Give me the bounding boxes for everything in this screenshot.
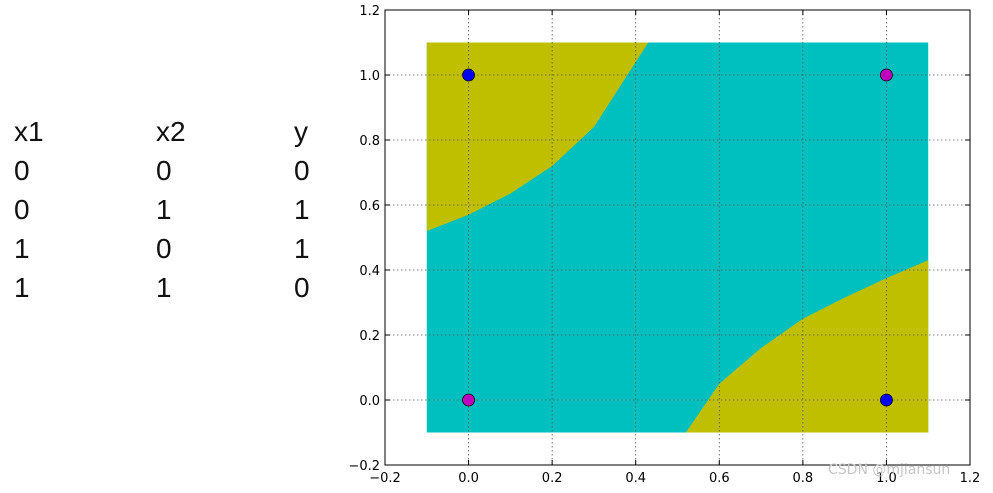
x-tick-label: −0.2 (369, 471, 401, 486)
y-tick-label: 0.4 (359, 264, 380, 279)
cell-x2: 1 (156, 271, 172, 303)
cell-x1: 1 (14, 271, 30, 303)
x-tick-label: 0.6 (709, 471, 730, 486)
truth-table: x1 x2 y 0 0 0 0 1 1 1 0 1 1 1 0 (14, 112, 314, 307)
y-tick-label: 0.2 (359, 329, 380, 344)
cell-x1: 1 (14, 232, 30, 264)
cell-x2: 0 (156, 232, 172, 264)
truth-table-row: 0 0 0 (14, 151, 314, 190)
y-tick-label: 1.0 (359, 69, 380, 84)
cell-x2: 0 (156, 154, 172, 186)
region-top-left (426, 42, 649, 231)
y-tick-label: 0.8 (359, 134, 380, 149)
decision-regions (426, 42, 929, 433)
header-x2: x2 (156, 115, 186, 147)
header-y: y (294, 115, 308, 147)
data-point (462, 393, 475, 407)
cell-y: 1 (294, 232, 310, 264)
cell-x2: 1 (156, 193, 172, 225)
axis-ticks: −0.2 0.0 0.2 0.4 0.6 0.8 1.0 1.2 −0.2 0.0 0.2 0.4 0.… (348, 4, 980, 486)
cell-y: 0 (294, 154, 310, 186)
x-tick-label: 0.4 (625, 471, 646, 486)
header-x1: x1 (14, 115, 44, 147)
x-tick-label: 1.0 (876, 471, 897, 486)
cell-y: 1 (294, 193, 310, 225)
truth-table-header: x1 x2 y (14, 112, 314, 151)
y-tick-label: 1.2 (359, 4, 380, 19)
data-point (880, 68, 893, 82)
y-tick-label: 0.6 (359, 199, 380, 214)
region-bottom-right (685, 260, 929, 433)
cell-y: 0 (294, 271, 310, 303)
data-points (462, 68, 893, 407)
cell-x1: 0 (14, 154, 30, 186)
data-point (880, 393, 893, 407)
y-tick-label: 0.0 (359, 394, 380, 409)
data-point (462, 68, 475, 82)
watermark: CSDN @mjiansun (828, 462, 951, 478)
y-tick-label: −0.2 (348, 459, 380, 474)
x-tick-label: 0.2 (542, 471, 563, 486)
x-tick-label: 0.8 (793, 471, 814, 486)
grid-lines (385, 10, 970, 465)
cell-x1: 0 (14, 193, 30, 225)
truth-table-row: 0 1 1 (14, 190, 314, 229)
plot-frame (384, 9, 971, 466)
x-tick-label: 0.0 (458, 471, 479, 486)
truth-table-row: 1 1 0 (14, 268, 314, 307)
x-tick-label: 1.2 (960, 471, 981, 486)
truth-table-row: 1 0 1 (14, 229, 314, 268)
